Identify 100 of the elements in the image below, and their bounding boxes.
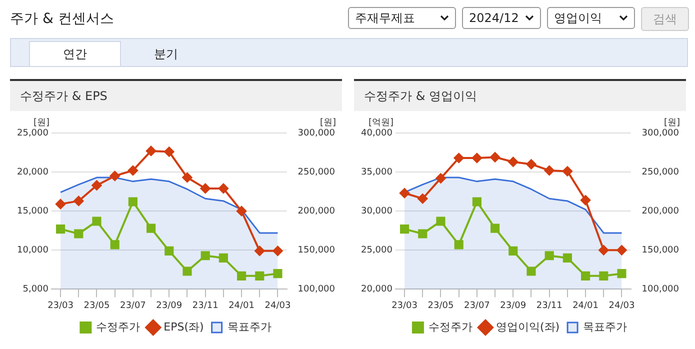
point <box>526 266 536 276</box>
point <box>490 224 500 233</box>
point <box>146 224 156 233</box>
x-tick-label: 24/01 <box>228 300 255 311</box>
x-tick-label: 23/07 <box>464 300 490 311</box>
y2-tick-label: 200,000 <box>298 206 336 216</box>
point <box>599 271 608 280</box>
y-tick-label: 30,000 <box>360 206 393 216</box>
point <box>544 165 554 176</box>
y-tick-label: 40,000 <box>360 128 393 138</box>
x-tick-label: 23/03 <box>48 300 74 311</box>
point <box>508 246 518 256</box>
point <box>580 195 591 206</box>
point <box>56 224 66 234</box>
point <box>562 166 572 176</box>
x-tick-label: 23/11 <box>536 300 562 311</box>
y2-tick-label: 100,000 <box>642 284 680 295</box>
point <box>146 146 156 156</box>
point <box>92 216 102 226</box>
point <box>526 159 536 170</box>
text: 연간 <box>29 41 121 66</box>
legend-label: 목표주가 <box>583 320 628 334</box>
y2-tick-label: 100,000 <box>298 284 336 295</box>
y2-tick-label: 250,000 <box>642 167 680 178</box>
legend-label: EPS(좌) <box>164 320 204 334</box>
point <box>200 251 210 260</box>
point <box>490 152 500 162</box>
y-tick-label: 5,000 <box>22 284 49 295</box>
point <box>255 271 264 280</box>
x-tick-label: 23/05 <box>428 300 454 311</box>
x-tick-label: 23/03 <box>392 300 418 311</box>
point <box>182 266 192 276</box>
y2-tick-label: 300,000 <box>642 128 680 138</box>
point <box>436 173 446 184</box>
y-tick-label: 35,000 <box>360 167 393 178</box>
point <box>581 271 590 280</box>
point <box>182 172 192 183</box>
text: 주가 & 컨센서스 <box>10 10 114 28</box>
x-tick-label: 24/03 <box>264 300 291 311</box>
point <box>472 197 482 206</box>
y-axis-title: [원] <box>33 118 50 128</box>
point <box>128 165 138 176</box>
point <box>508 156 518 167</box>
legend-label: 수정주가 <box>96 320 140 334</box>
point <box>454 240 464 250</box>
point <box>236 206 247 216</box>
chart-title: 수정주가 & 영업이익 <box>354 79 686 111</box>
point <box>616 245 627 256</box>
y2-tick-label: 150,000 <box>642 245 680 256</box>
point <box>74 196 84 206</box>
x-tick-label: 24/03 <box>608 300 635 311</box>
y-tick-label: 25,000 <box>360 245 393 256</box>
text: 주재무제표 <box>355 10 415 26</box>
point <box>273 269 282 278</box>
text: 검색 <box>641 7 689 31</box>
point <box>218 253 228 262</box>
point <box>218 183 228 194</box>
point <box>128 197 138 206</box>
y-tick-label: 15,000 <box>16 206 49 216</box>
x-tick-label: 23/05 <box>84 300 110 311</box>
point <box>400 224 410 234</box>
y2-axis-title: [원] <box>664 118 680 128</box>
legend-label: 목표주가 <box>227 320 272 334</box>
y2-tick-label: 150,000 <box>298 245 336 256</box>
x-tick-label: 24/01 <box>572 300 599 311</box>
y2-tick-label: 200,000 <box>642 206 680 216</box>
point <box>418 194 428 204</box>
point <box>92 180 102 190</box>
point <box>164 146 174 157</box>
point <box>110 170 120 181</box>
point <box>56 199 66 210</box>
point <box>598 245 609 256</box>
x-tick-label: 23/07 <box>120 300 146 311</box>
point <box>436 216 446 226</box>
point <box>400 188 410 198</box>
point <box>110 240 120 250</box>
y2-tick-label: 300,000 <box>298 128 336 138</box>
point <box>200 183 210 194</box>
point <box>544 251 554 260</box>
x-tick-label: 23/11 <box>192 300 218 311</box>
y-tick-label: 20,000 <box>16 167 49 178</box>
point <box>418 229 428 238</box>
y2-axis-title: [원] <box>320 118 336 128</box>
y-tick-label: 20,000 <box>360 284 393 295</box>
x-tick-label: 23/09 <box>156 300 182 311</box>
point <box>617 269 626 278</box>
point <box>237 271 246 280</box>
x-tick-label: 23/09 <box>500 300 526 311</box>
y-tick-label: 25,000 <box>16 128 49 138</box>
y-tick-label: 10,000 <box>16 245 49 256</box>
y-axis-title: [억원] <box>368 118 394 128</box>
point <box>472 152 482 163</box>
point <box>164 246 174 256</box>
y2-tick-label: 250,000 <box>298 167 336 178</box>
text: 분기 <box>153 46 179 62</box>
text: 영업이익 <box>554 10 602 26</box>
chart-title: 수정주가 & EPS <box>10 79 342 111</box>
point <box>272 246 283 256</box>
point <box>454 152 464 163</box>
point <box>254 246 265 256</box>
